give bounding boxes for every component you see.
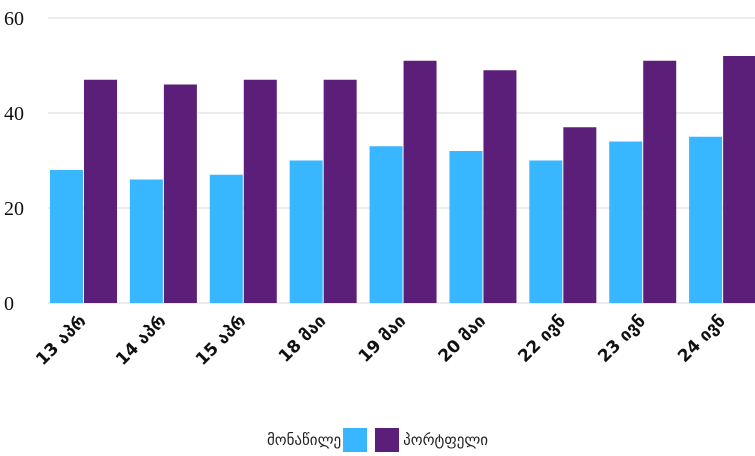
x-tick-label: 14 აპრ — [112, 311, 170, 369]
x-tick-label: 18 მაი — [275, 311, 330, 366]
bar-participant — [50, 170, 83, 303]
bar-portfolio — [84, 79, 117, 303]
bar-participant — [449, 151, 483, 303]
legend-item-portfolio: პორტფელი — [375, 428, 488, 452]
legend-swatch-participant — [343, 428, 368, 452]
legend-swatch-portfolio — [375, 428, 400, 452]
bars — [50, 56, 755, 303]
y-tick-label: 20 — [4, 198, 24, 220]
bar-portfolio — [323, 79, 357, 303]
x-tick-label: 24 ივნ — [674, 311, 729, 366]
bar-participant — [369, 146, 403, 303]
bar-portfolio — [163, 84, 197, 303]
bar-participant — [289, 160, 323, 303]
x-tick-label: 23 ივნ — [594, 311, 649, 366]
bar-participant — [609, 141, 643, 303]
x-tick-label: 19 მაი — [355, 311, 410, 366]
legend-item-participant: მონაწილე — [266, 428, 368, 452]
x-tick-label: 22 ივნ — [514, 311, 569, 366]
bar-participant — [129, 179, 163, 303]
legend-label-participant: მონაწილე — [266, 431, 342, 449]
bar-chart: 0 20 40 60 13 აპრ 14 აპრ 15 აპრ 18 მაი 19 მაი 20… — [4, 8, 755, 370]
bar-portfolio — [403, 60, 437, 303]
bar-portfolio — [243, 79, 277, 303]
legend: მონაწილე პორტფელი — [0, 428, 755, 452]
x-tick-label: 20 მაი — [435, 311, 490, 366]
x-tick-label: 13 აპრ — [32, 311, 90, 369]
bar-portfolio — [643, 60, 677, 303]
x-tick-label: 15 აპრ — [192, 311, 250, 369]
y-axis-ticks: 0 20 40 60 — [4, 8, 24, 315]
bar-portfolio — [483, 70, 517, 303]
bar-participant — [529, 160, 563, 303]
y-tick-label: 0 — [4, 293, 14, 315]
bar-participant — [209, 174, 243, 303]
bar-portfolio — [563, 127, 597, 303]
legend-label-portfolio: პორტფელი — [403, 431, 489, 449]
y-tick-label: 60 — [4, 8, 24, 30]
y-tick-label: 40 — [4, 103, 24, 125]
bar-participant — [689, 136, 723, 303]
x-axis-ticks: 13 აპრ 14 აპრ 15 აპრ 18 მაი 19 მაი 20 მაი 22 ი… — [32, 311, 729, 369]
bar-portfolio — [723, 56, 755, 303]
